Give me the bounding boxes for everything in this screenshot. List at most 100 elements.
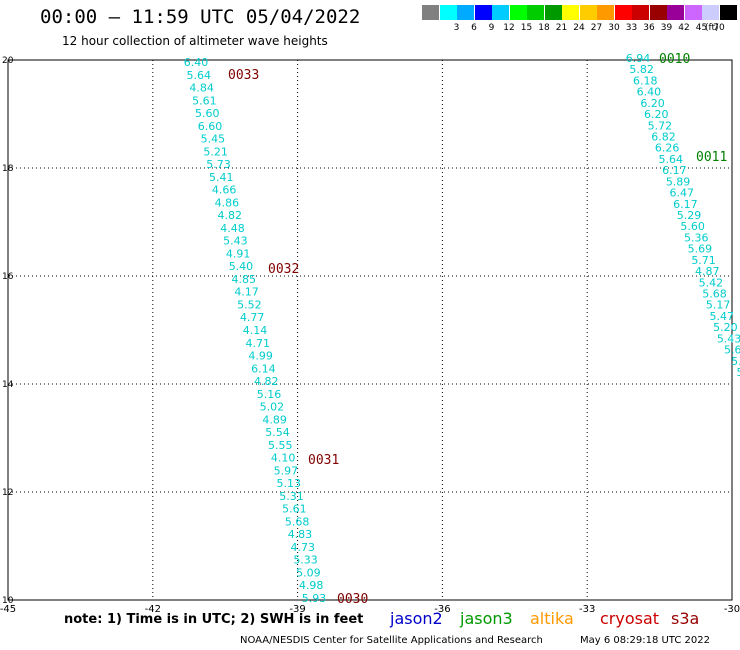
lat-tick-label: 10: [2, 596, 14, 606]
colorbar-label: 30: [608, 23, 620, 33]
wave-height-reading: 5.02: [260, 401, 285, 414]
lon-tick-label: -33: [579, 604, 595, 615]
wave-height-reading: 5.09: [296, 566, 321, 579]
lon-tick-label: -30: [724, 604, 740, 615]
credit-line: NOAA/NESDIS Center for Satellite Applica…: [240, 635, 543, 646]
wave-height-reading: 5.33: [293, 554, 318, 567]
wave-height-reading: 5: [737, 366, 740, 379]
wave-height-reading: 5.41: [209, 171, 234, 184]
wave-height-reading: 4.77: [240, 311, 265, 324]
wave-height-reading: 5.: [731, 355, 740, 368]
colorbar-swatch: [719, 5, 737, 20]
legend-entry-jason2: jason2: [390, 609, 443, 628]
wave-height-reading: 6.60: [198, 120, 223, 133]
colorbar-unit: (ft): [705, 23, 719, 33]
lat-tick-label: 12: [2, 488, 13, 498]
colorbar-label: 12: [503, 23, 515, 33]
lat-tick-label: 18: [2, 164, 14, 174]
wave-height-reading: 6.47: [669, 187, 694, 200]
wave-height-reading: 6.20: [640, 97, 665, 110]
map-title: 00:00 – 11:59 UTC 05/04/2022: [40, 6, 361, 28]
wave-height-reading: 5.17: [706, 299, 731, 312]
colorbar-swatch: [457, 5, 474, 20]
wave-height-reading: 5.68: [702, 288, 727, 301]
wave-height-reading: 6.20: [644, 108, 669, 121]
wave-height-reading: 5.93: [302, 592, 327, 605]
colorbar-label: 15: [520, 23, 533, 33]
pass-time-label: 0032: [268, 262, 299, 277]
wave-height-reading: 5.60: [680, 220, 705, 233]
legend-entry-jason3: jason3: [460, 609, 513, 628]
wave-height-reading: 6.17: [662, 164, 687, 177]
colorbar-label: 24: [573, 23, 585, 33]
wave-height-reading: 4.73: [291, 541, 316, 554]
wave-height-reading: 5.97: [274, 464, 299, 477]
wave-height-reading: 5.82: [629, 63, 654, 76]
wave-height-reading: 5.43: [717, 332, 740, 345]
colorbar-swatch: [614, 5, 632, 20]
colorbar-label: 36: [643, 23, 655, 33]
wave-height-reading: 5.71: [691, 254, 716, 267]
wave-height-reading: 4.89: [262, 413, 287, 426]
wave-height-reading: 4.71: [246, 337, 271, 350]
wave-height-reading: 5.61: [192, 94, 217, 107]
wave-height-reading: 5.73: [206, 158, 231, 171]
pass-time-label: 0031: [308, 453, 339, 468]
colorbar-label: 3: [453, 23, 460, 33]
wave-height-reading: 4.87: [695, 265, 720, 278]
colorbar-swatch: [544, 5, 562, 20]
wave-height-reading: 6.40: [637, 86, 662, 99]
wave-height-reading: 4.85: [232, 273, 257, 286]
wave-height-reading: 6.40: [184, 56, 209, 69]
colorbar-swatch: [702, 5, 719, 20]
colorbar-swatch: [562, 5, 579, 20]
colorbar-label: 18: [538, 23, 550, 33]
wave-height-reading: 5.43: [223, 235, 248, 248]
wave-height-reading: 5.64: [187, 69, 212, 82]
generated-timestamp: May 6 08:29:18 UTC 2022: [580, 635, 710, 646]
colorbar-swatch: [579, 5, 597, 20]
colorbar-swatch: [439, 5, 457, 20]
colorbar-swatch: [667, 5, 684, 20]
lon-tick-label: -42: [145, 604, 161, 615]
wave-height-reading: 4.10: [271, 452, 296, 465]
colorbar-label: 21: [555, 23, 568, 33]
wave-height-reading: 5.29: [677, 209, 702, 222]
wave-height-reading: 4.48: [220, 222, 245, 235]
wave-height-reading: 5.55: [268, 439, 293, 452]
colorbar-swatch: [422, 5, 439, 20]
footer-note: note: 1) Time is in UTC; 2) SWH is in fe…: [64, 612, 364, 627]
wave-height-reading: 5.21: [203, 145, 228, 158]
wave-height-reading: 5.47: [710, 310, 735, 323]
wave-height-reading: 4.84: [189, 82, 214, 95]
colorbar-label: 6: [471, 23, 477, 33]
colorbar-swatch: [632, 5, 649, 20]
legend-entry-s3a: s3a: [671, 609, 700, 628]
wave-height-reading: 5.40: [229, 260, 254, 273]
wave-height-reading: 5.36: [684, 231, 709, 244]
colorbar-swatch: [684, 5, 702, 20]
colorbar-swatch: [649, 5, 667, 20]
wave-height-reading: 5.13: [276, 477, 301, 490]
colorbar-swatch: [597, 5, 614, 20]
wave-height-reading: 5.89: [666, 175, 691, 188]
wave-height-reading: 5.6: [724, 344, 740, 357]
wave-height-reading: 6.18: [633, 74, 658, 87]
wave-height-reading: 5.60: [195, 107, 220, 120]
wave-height-reading: 4.99: [248, 350, 273, 363]
wave-height-reading: 4.91: [226, 247, 251, 260]
colorbar-swatch: [527, 5, 544, 20]
wave-height-reading: 4.83: [288, 528, 313, 541]
wave-height-reading: 5.54: [265, 426, 290, 439]
wave-height-reading: 4.82: [217, 209, 242, 222]
lon-tick-label: -36: [434, 604, 450, 615]
colorbar-swatch: [492, 5, 509, 20]
colorbar-label: 45: [695, 23, 708, 33]
colorbar-label: 70: [713, 23, 725, 33]
colorbar-label: 42: [678, 23, 690, 33]
wave-height-reading: 5.64: [659, 153, 684, 166]
legend-entry-cryosat: cryosat: [600, 609, 660, 628]
colorbar-swatch: [474, 5, 492, 20]
wave-height-reading: 5.52: [237, 298, 262, 311]
